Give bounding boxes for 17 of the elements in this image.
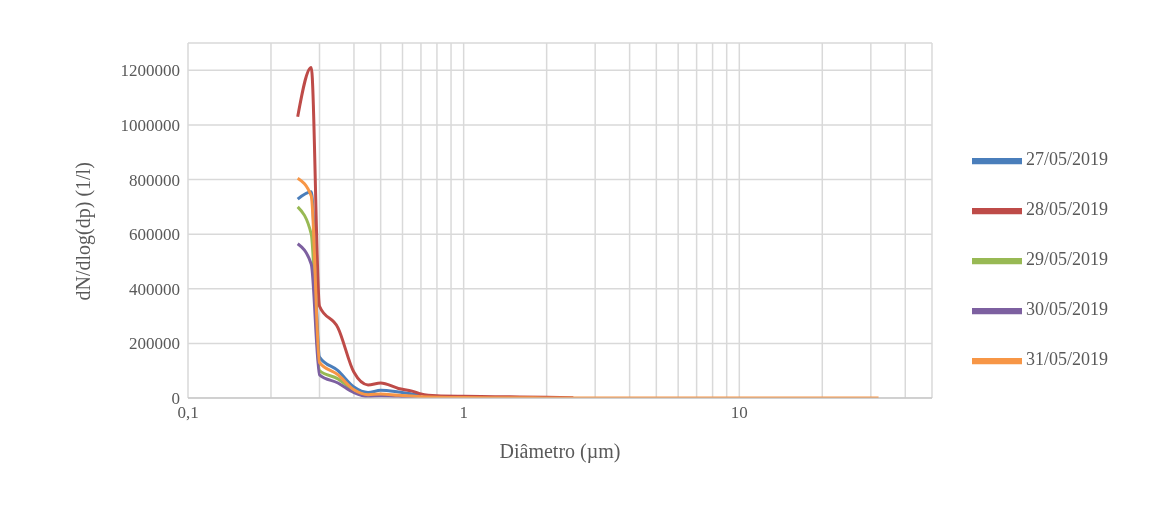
legend-label: 30/05/2019	[1025, 298, 1108, 319]
x-tick-label: 1	[459, 403, 468, 423]
y-tick-label: 800000	[129, 170, 180, 190]
y-tick-label: 1200000	[120, 61, 180, 81]
y-tick-label: 400000	[129, 279, 180, 299]
legend-label: 27/05/2019	[1025, 148, 1108, 169]
y-tick-label: 200000	[129, 334, 180, 354]
y-tick-label: 1000000	[120, 115, 180, 135]
y-tick-label: 0	[171, 389, 180, 409]
legend-label: 29/05/2019	[1025, 248, 1108, 269]
y-tick-label: 600000	[129, 225, 180, 245]
x-tick-label: 0,1	[177, 403, 199, 423]
y-axis-title: dN/dlog(dp) (1/l)	[72, 162, 96, 301]
legend-label: 31/05/2019	[1025, 348, 1108, 369]
legend-label: 28/05/2019	[1025, 198, 1108, 219]
x-axis-title: Diâmetro (µm)	[499, 440, 621, 463]
x-tick-label: 10	[730, 403, 748, 423]
